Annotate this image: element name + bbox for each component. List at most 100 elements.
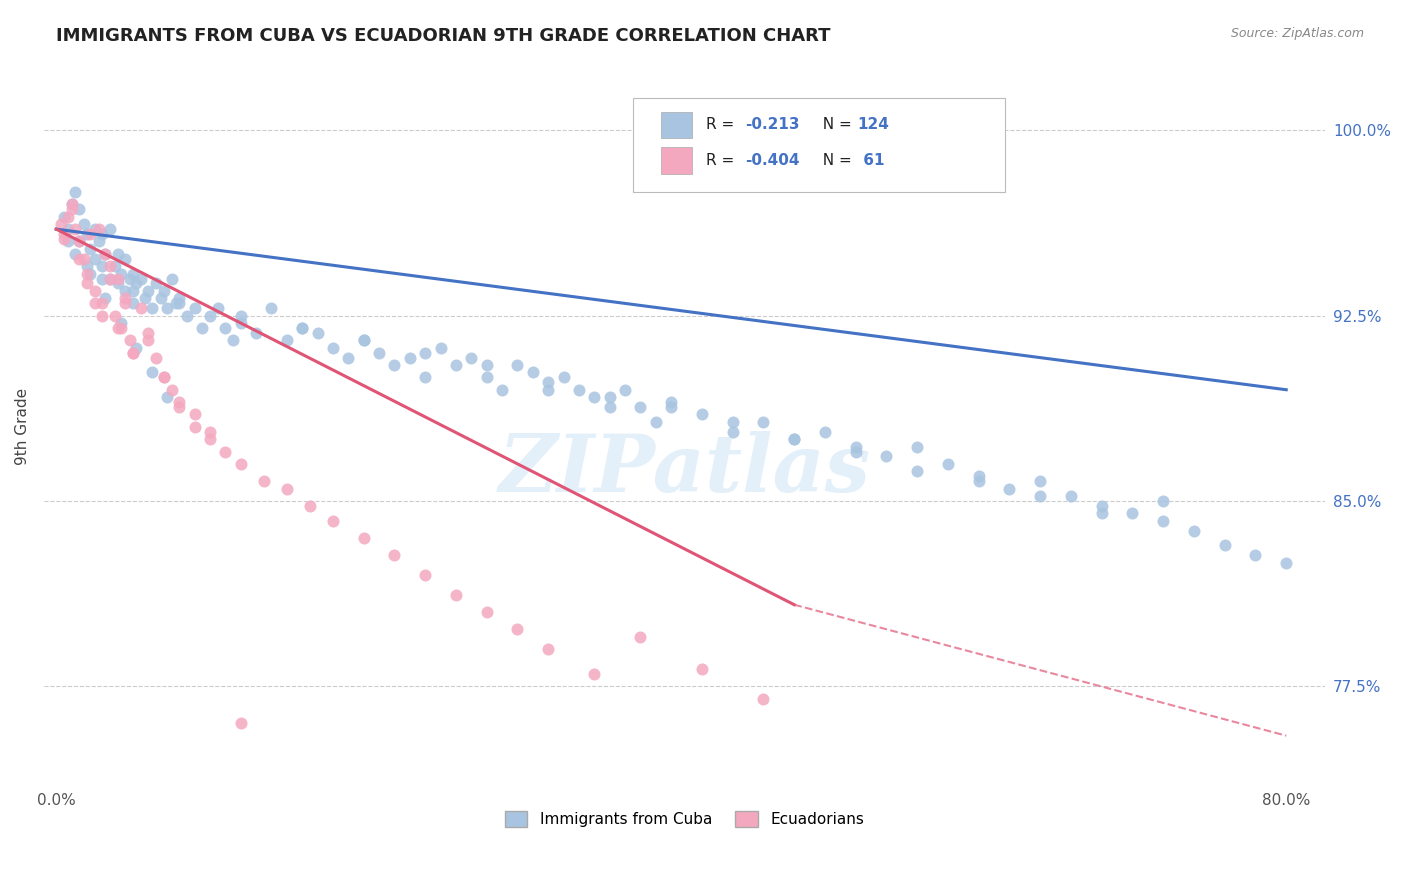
Point	[98, 259, 121, 273]
Point	[76, 259, 98, 273]
Point	[537, 642, 560, 657]
Text: N =: N =	[813, 153, 856, 168]
Point	[353, 334, 375, 348]
Point	[60, 197, 83, 211]
Point	[76, 277, 98, 291]
Point	[845, 440, 868, 454]
Point	[1213, 538, 1236, 552]
Point	[522, 366, 544, 380]
Point	[198, 425, 221, 439]
Point	[129, 301, 152, 316]
Point	[98, 271, 121, 285]
Point	[91, 271, 114, 285]
Point	[67, 252, 90, 266]
Point	[783, 432, 806, 446]
Point	[659, 400, 682, 414]
Point	[160, 383, 183, 397]
Point	[58, 222, 80, 236]
Point	[89, 222, 111, 236]
Point	[122, 345, 145, 359]
Point	[141, 301, 163, 316]
Point	[91, 227, 114, 241]
Point	[814, 425, 837, 439]
Point	[475, 370, 498, 384]
Point	[107, 247, 129, 261]
Point	[1121, 506, 1143, 520]
Point	[91, 309, 114, 323]
Point	[583, 390, 606, 404]
Point	[94, 291, 117, 305]
Point	[568, 383, 591, 397]
Point	[167, 395, 190, 409]
Point	[183, 301, 205, 316]
Point	[63, 247, 86, 261]
Point	[644, 415, 666, 429]
Y-axis label: 9th Grade: 9th Grade	[15, 388, 30, 466]
Point	[67, 202, 90, 217]
Point	[537, 376, 560, 390]
Point	[110, 316, 132, 330]
Point	[153, 370, 176, 384]
Point	[153, 284, 176, 298]
Point	[1275, 556, 1298, 570]
Point	[52, 227, 75, 241]
Point	[114, 291, 136, 305]
Point	[98, 271, 121, 285]
Point	[491, 383, 513, 397]
Point	[413, 370, 436, 384]
Point	[214, 444, 236, 458]
Point	[1060, 489, 1083, 503]
Point	[291, 321, 314, 335]
Point	[107, 277, 129, 291]
Point	[183, 408, 205, 422]
Point	[156, 301, 179, 316]
Point	[49, 217, 72, 231]
Point	[245, 326, 267, 340]
Point	[1029, 489, 1052, 503]
Point	[475, 358, 498, 372]
Point	[83, 252, 105, 266]
Point	[156, 390, 179, 404]
Point	[198, 309, 221, 323]
Point	[276, 482, 298, 496]
Point	[537, 383, 560, 397]
Point	[936, 457, 959, 471]
Point	[122, 284, 145, 298]
Point	[79, 227, 101, 241]
Point	[1091, 506, 1114, 520]
Point	[429, 341, 451, 355]
Point	[107, 321, 129, 335]
Point	[141, 366, 163, 380]
Point	[58, 210, 80, 224]
Point	[110, 321, 132, 335]
Point	[353, 531, 375, 545]
Point	[690, 662, 713, 676]
Point	[384, 549, 406, 563]
Point	[967, 469, 990, 483]
Point	[845, 444, 868, 458]
Point	[138, 284, 160, 298]
Point	[229, 457, 252, 471]
Text: IMMIGRANTS FROM CUBA VS ECUADORIAN 9TH GRADE CORRELATION CHART: IMMIGRANTS FROM CUBA VS ECUADORIAN 9TH G…	[56, 27, 831, 45]
Point	[83, 296, 105, 310]
Point	[721, 415, 744, 429]
Point	[83, 222, 105, 236]
Point	[368, 345, 391, 359]
Point	[67, 235, 90, 249]
Point	[253, 474, 276, 488]
Point	[229, 716, 252, 731]
Point	[153, 370, 176, 384]
Point	[222, 334, 245, 348]
Point	[98, 222, 121, 236]
Point	[104, 309, 127, 323]
Text: -0.404: -0.404	[745, 153, 800, 168]
Point	[337, 351, 360, 365]
Text: ZIPatlas: ZIPatlas	[498, 431, 870, 508]
Point	[1244, 549, 1267, 563]
Point	[63, 222, 86, 236]
Text: 124: 124	[858, 118, 890, 132]
Point	[583, 666, 606, 681]
Point	[60, 197, 83, 211]
Point	[207, 301, 229, 316]
Point	[165, 296, 187, 310]
